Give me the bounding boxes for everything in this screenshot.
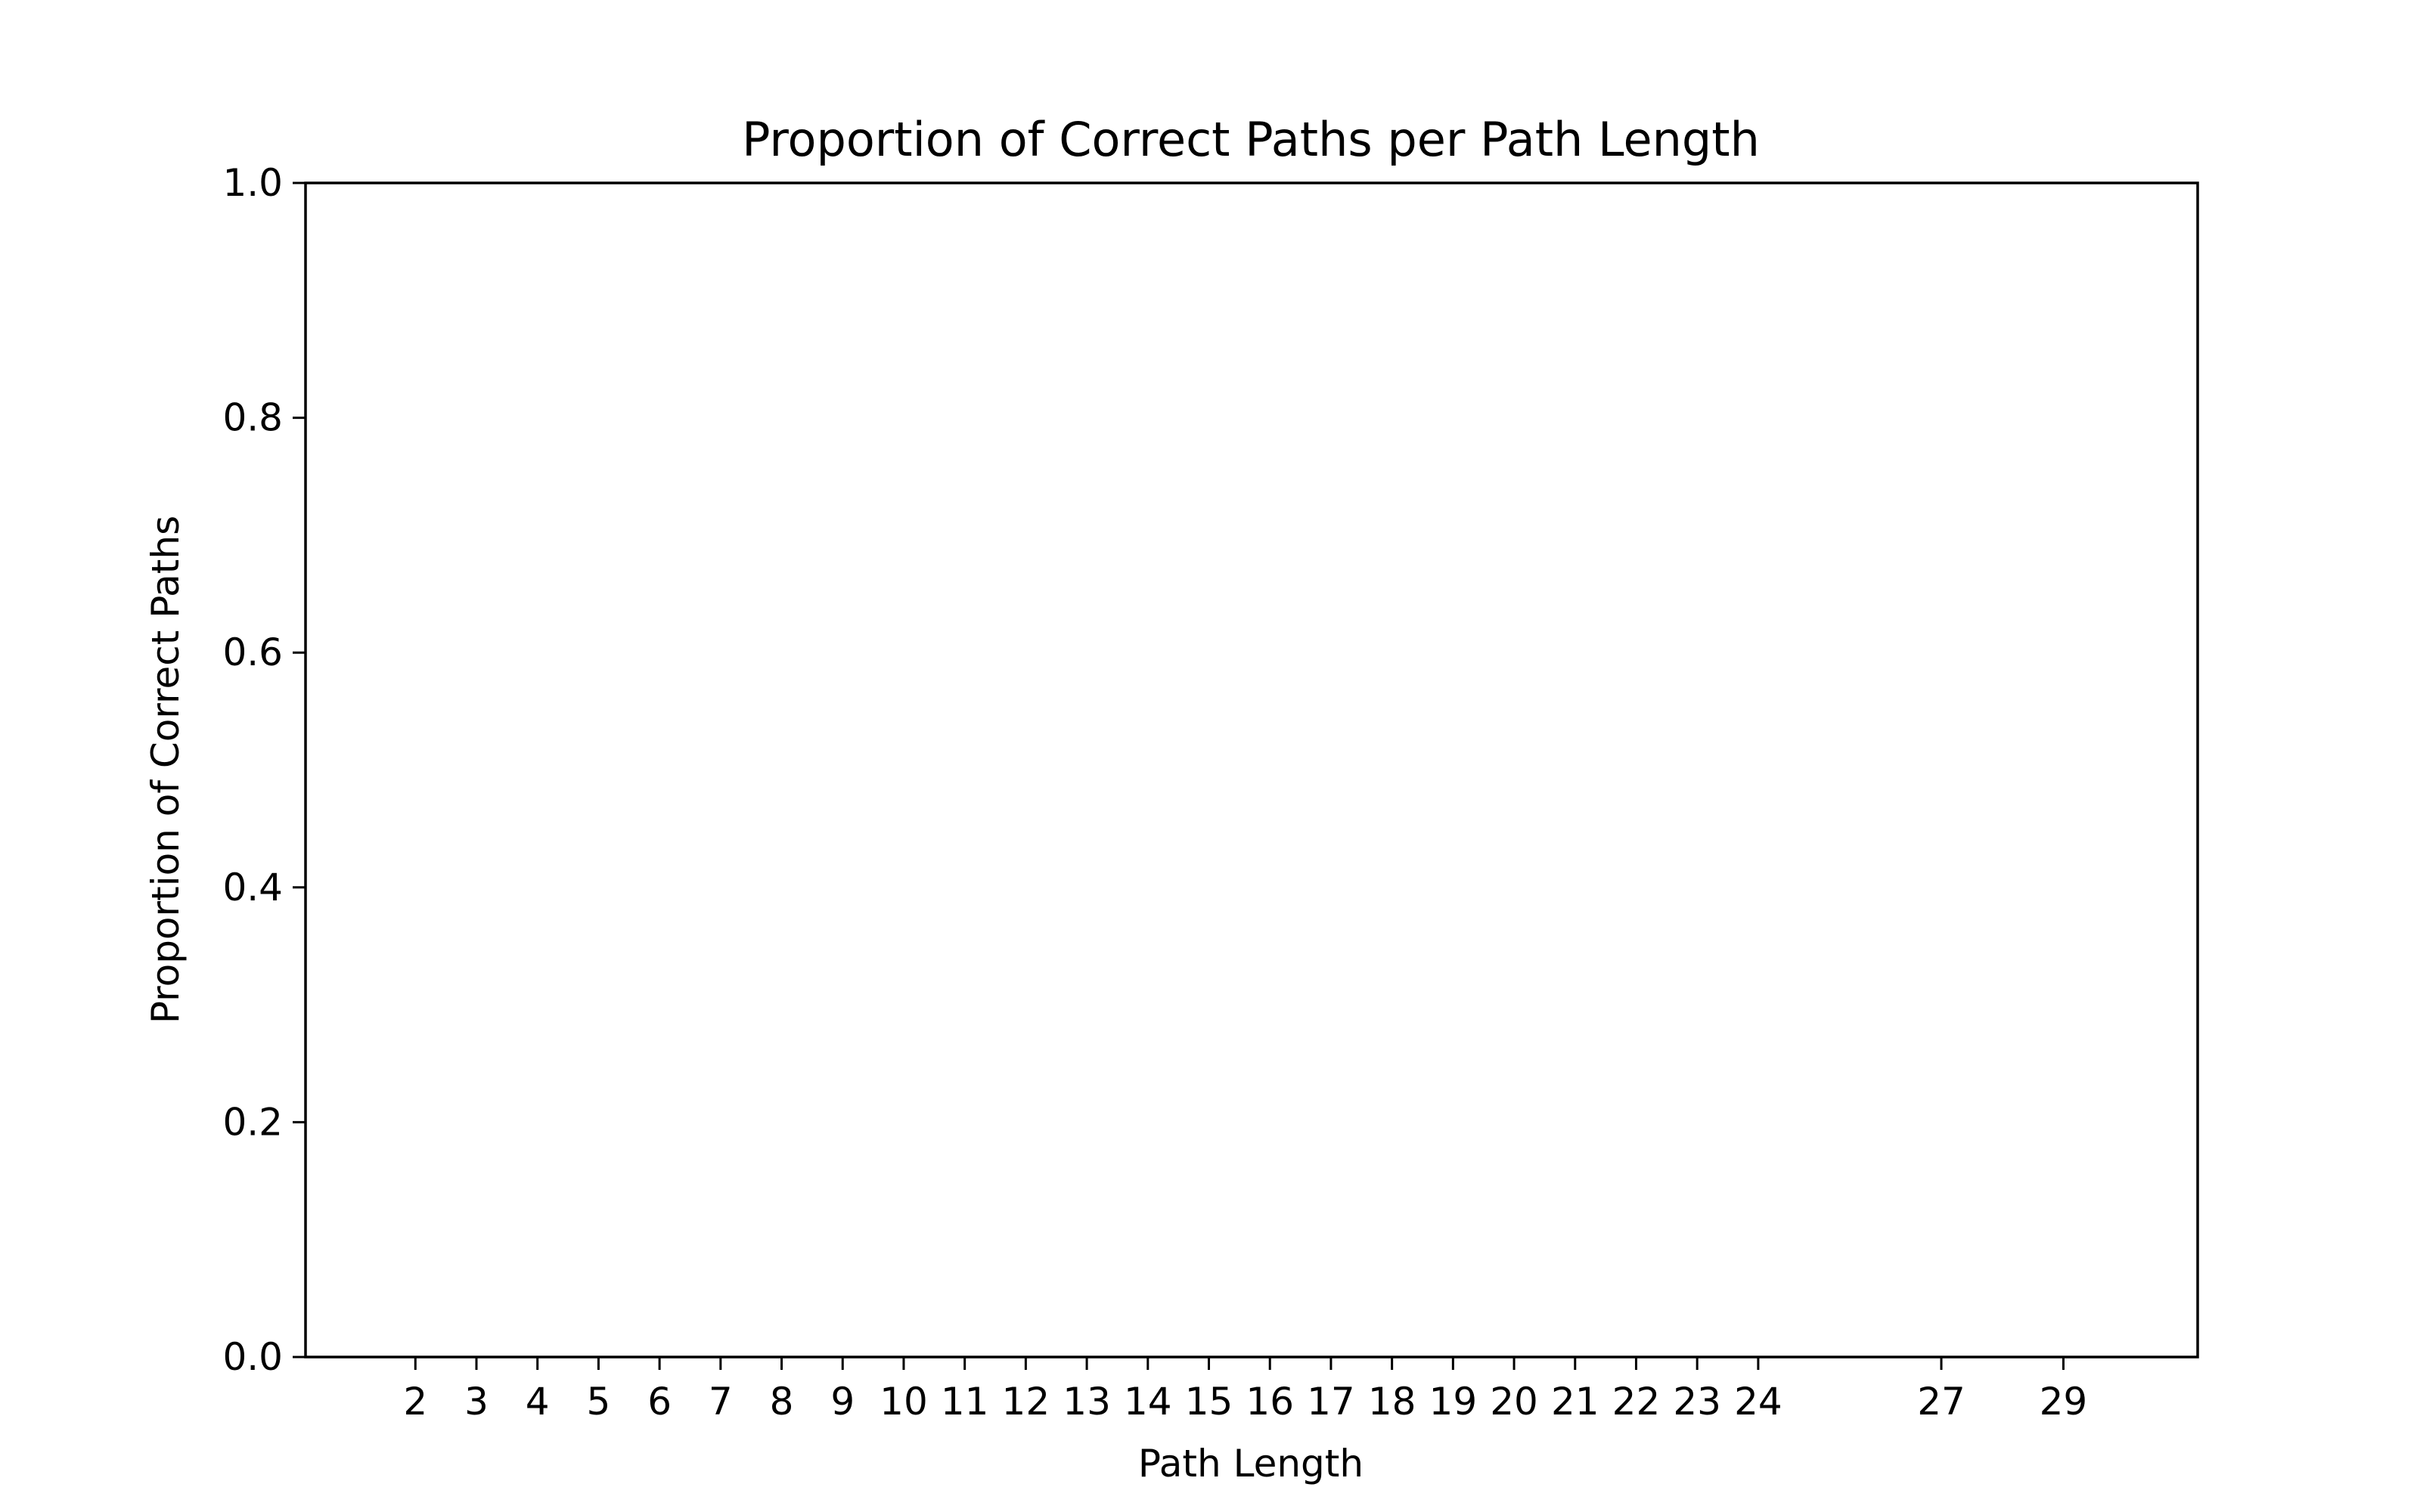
y-tick-label: 0.0 xyxy=(222,1335,283,1379)
x-tick-label: 13 xyxy=(1063,1380,1111,1424)
x-tick-label: 16 xyxy=(1246,1380,1294,1424)
y-axis-label: Proportion of Correct Paths xyxy=(144,516,188,1024)
y-axis-ticks: 0.0 0.2 0.4 0.6 0.8 1.0 xyxy=(222,161,306,1379)
x-tick-label: 2 xyxy=(403,1380,427,1424)
x-tick-label: 15 xyxy=(1185,1380,1233,1424)
x-tick-label: 24 xyxy=(1734,1380,1782,1424)
x-tick-label: 22 xyxy=(1612,1380,1661,1424)
x-tick-label: 11 xyxy=(941,1380,989,1424)
x-axis-label: Path Length xyxy=(1138,1442,1364,1486)
x-tick-label: 8 xyxy=(770,1380,794,1424)
y-tick-label: 0.8 xyxy=(222,396,283,440)
x-tick-label: 14 xyxy=(1124,1380,1172,1424)
x-tick-label: 6 xyxy=(647,1380,672,1424)
x-tick-label: 10 xyxy=(880,1380,928,1424)
plot-frame xyxy=(304,181,2199,1359)
x-tick-label: 18 xyxy=(1368,1380,1416,1424)
chart-title: Proportion of Correct Paths per Path Len… xyxy=(742,112,1760,167)
y-tick-label: 0.2 xyxy=(222,1100,283,1144)
x-tick-label: 29 xyxy=(2040,1380,2088,1424)
x-tick-label: 12 xyxy=(1002,1380,1050,1424)
x-tick-label: 20 xyxy=(1490,1380,1538,1424)
y-tick-label: 1.0 xyxy=(222,161,283,205)
x-tick-label: 17 xyxy=(1307,1380,1355,1424)
x-tick-label: 5 xyxy=(587,1380,611,1424)
x-tick-label: 9 xyxy=(830,1380,855,1424)
x-tick-label: 3 xyxy=(464,1380,489,1424)
x-tick-label: 21 xyxy=(1551,1380,1599,1424)
x-tick-label: 23 xyxy=(1673,1380,1721,1424)
y-tick-label: 0.6 xyxy=(222,631,283,674)
x-tick-label: 19 xyxy=(1429,1380,1478,1424)
x-tick-label: 7 xyxy=(709,1380,733,1424)
x-tick-label: 4 xyxy=(526,1380,550,1424)
x-axis-ticks: 2 3 4 5 6 7 8 9 10 11 12 13 14 15 16 17 18 19 20 21 22 23 24 27… xyxy=(403,1357,2087,1424)
x-tick-label: 27 xyxy=(1917,1380,1965,1424)
y-tick-label: 0.4 xyxy=(222,866,283,909)
